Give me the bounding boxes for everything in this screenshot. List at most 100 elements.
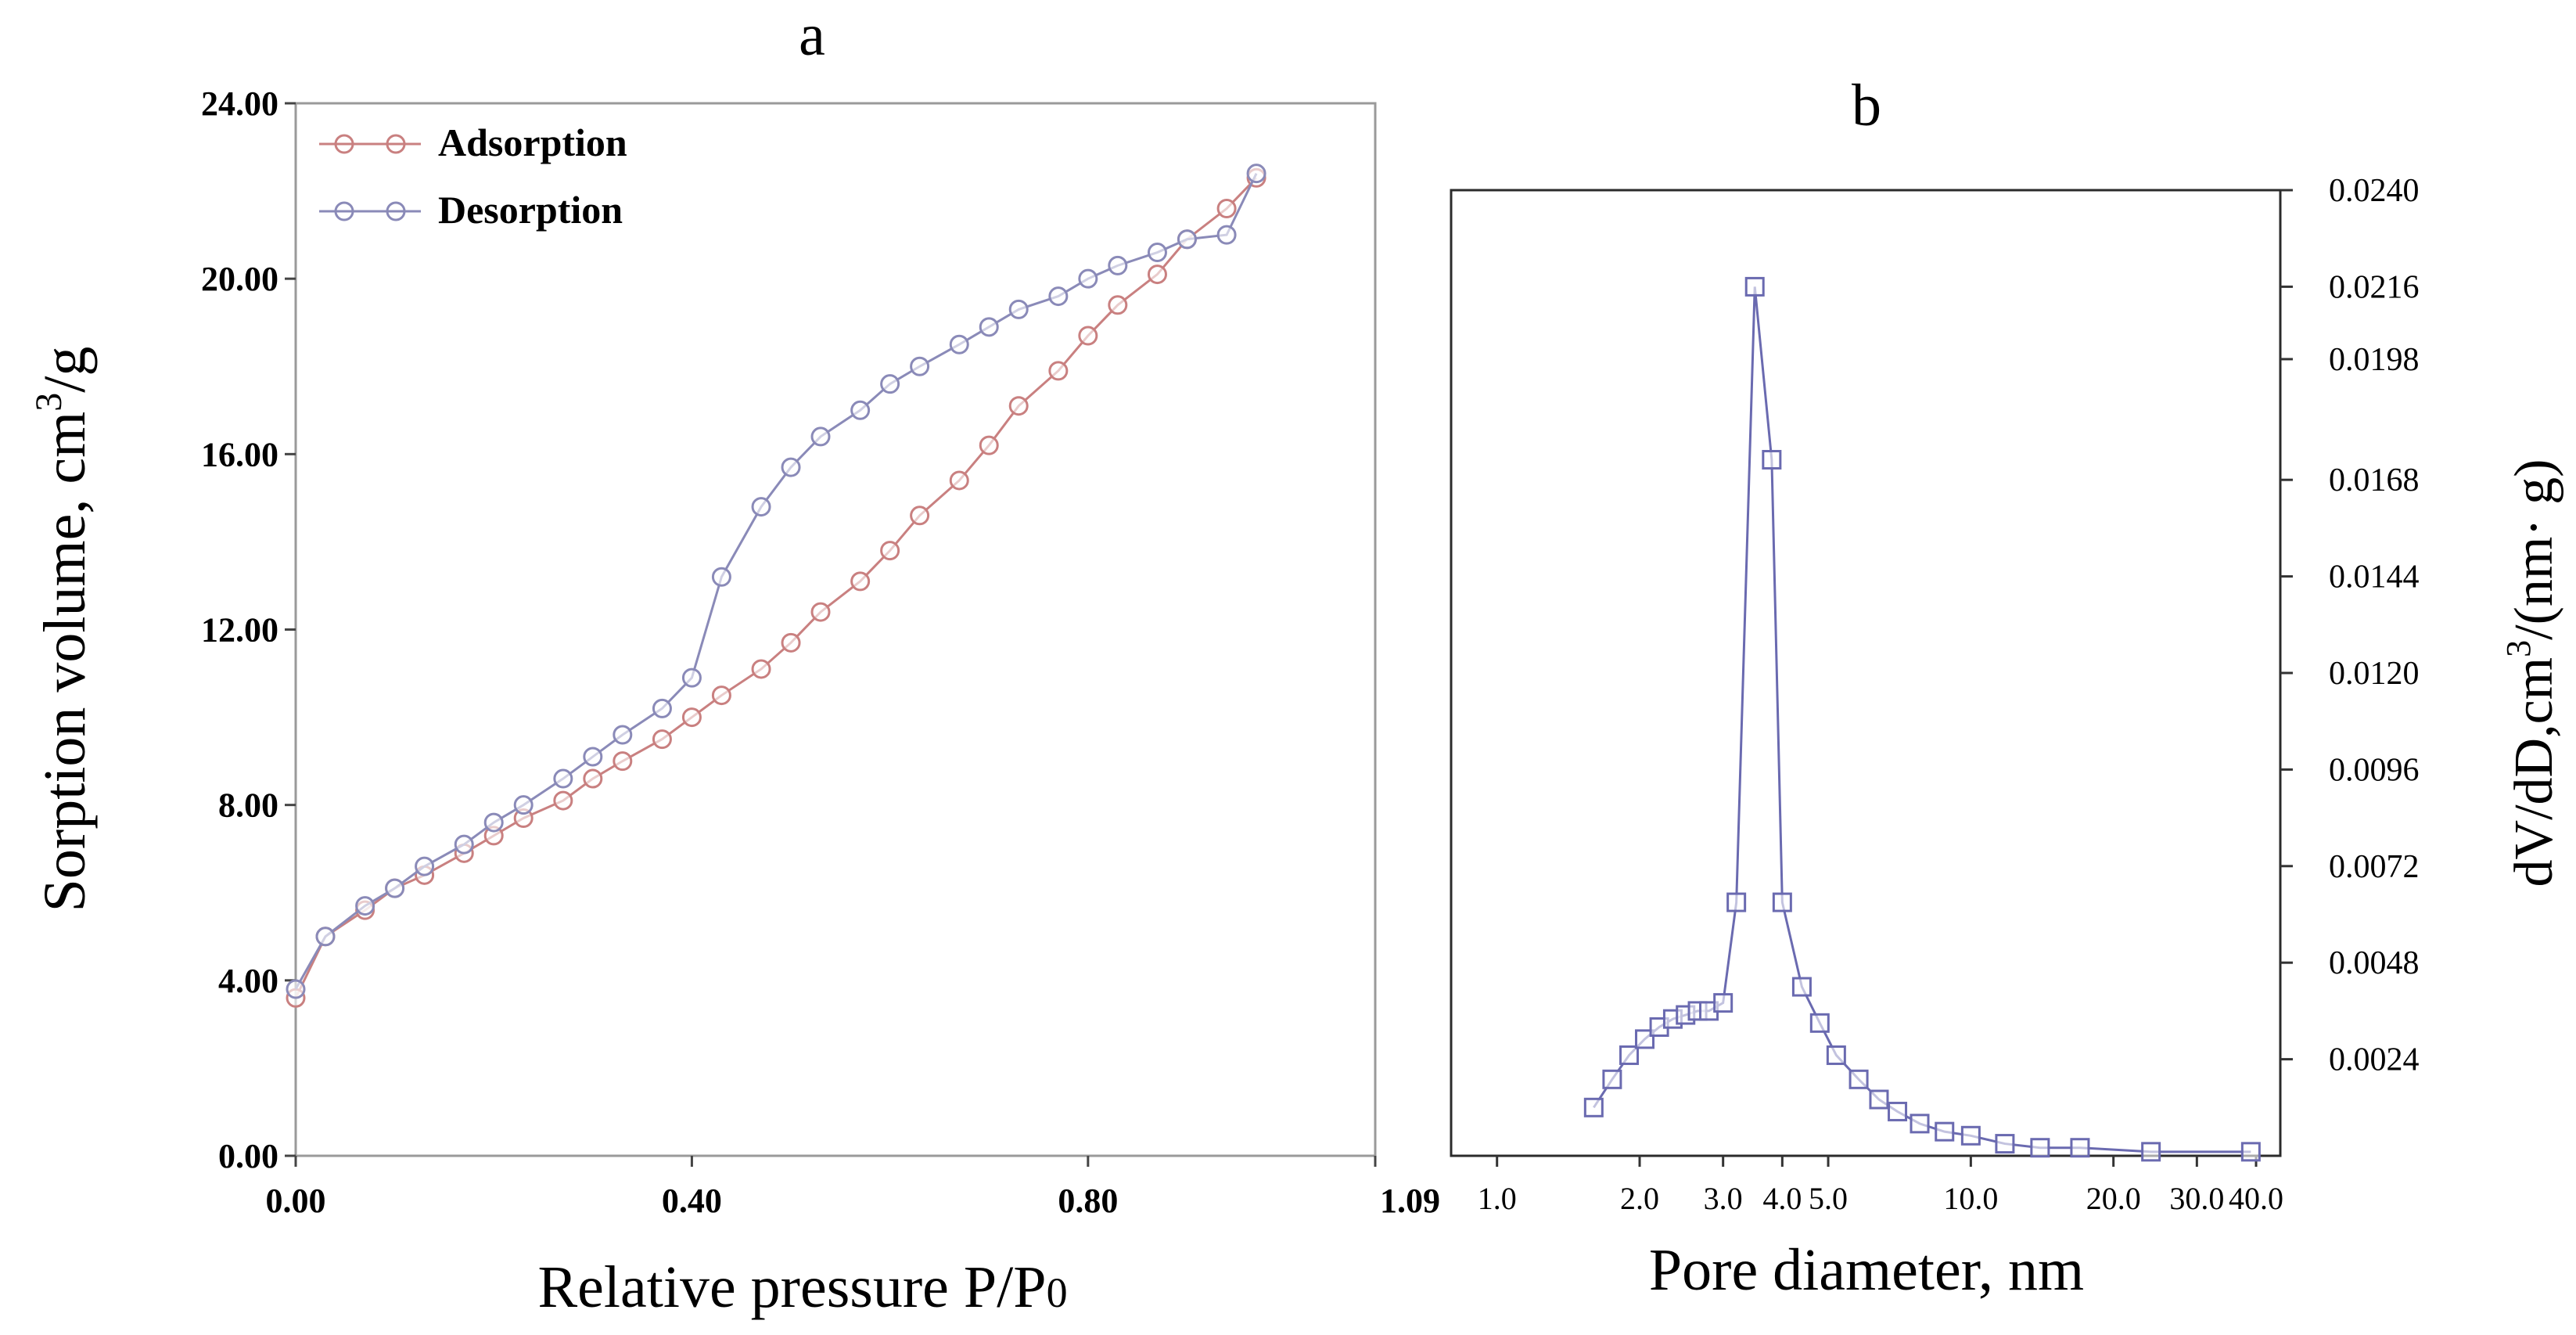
- panel-a-y-axis: 0.00 4.00 8.00 12.00 16.00 20.00 24.00: [201, 85, 296, 1175]
- panel-a-adsorption-point: [810, 602, 831, 622]
- panel-b-x-axis: 1.0 2.0 3.0 4.0 5.0 10.0 20.0 30.0 40.0: [1478, 1156, 2283, 1216]
- panel-b-distribution-point: [1888, 1101, 1908, 1121]
- panel-b-distribution-point: [1935, 1121, 1955, 1142]
- panel-a-y-axis-label-suffix: /g: [32, 347, 98, 393]
- panel-b-distribution-point: [1869, 1089, 1889, 1110]
- panel-a-adsorption-point: [1147, 264, 1167, 285]
- panel-b-distribution-point: [1791, 977, 1812, 997]
- panel-b-x-tick-label: 2.0: [1620, 1181, 1659, 1216]
- panel-b-distribution-point: [1713, 993, 1734, 1013]
- panel-b-distribution-point: [1772, 892, 1792, 912]
- panel-b-x-tick-label: 30.0: [2169, 1181, 2224, 1216]
- panel-b-x-axis-label: Pore diameter, nm: [1649, 1237, 2084, 1303]
- panel-a-desorption-point: [415, 856, 435, 876]
- panel-a-x-tick-label: 0.40: [662, 1182, 722, 1220]
- panel-a-desorption-point: [652, 698, 672, 718]
- panel-b-distribution-point: [1826, 1045, 1846, 1065]
- panel-a-desorption-point: [583, 747, 603, 767]
- panel-a-desorption-point: [880, 374, 900, 394]
- panel-a-desorption-point: [1147, 243, 1167, 263]
- panel-a-adsorption-point: [1008, 396, 1029, 416]
- legend-desorption-marker: [334, 201, 354, 221]
- panel-a-y-axis-label-main: Sorption volume, cm: [32, 412, 98, 912]
- panel-a-desorption-point: [751, 497, 771, 517]
- panel-a-desorption-point: [850, 400, 871, 420]
- panel-b-y-tick-label: 0.0144: [2329, 560, 2420, 596]
- panel-a-adsorption-point: [613, 751, 633, 772]
- panel-b-distribution-point: [1960, 1125, 1981, 1146]
- panel-a-y-tick-label: 16.00: [201, 435, 278, 473]
- panel-b: b 0.00240.00480.00720.00960.01200.01440.…: [1450, 73, 2564, 1303]
- panel-a-title: a: [799, 2, 825, 68]
- panel-a-desorption-point: [1108, 255, 1128, 275]
- panel-b-y-axis-label-suffix: /(nm· g): [2504, 459, 2564, 640]
- panel-b-y-tick-label: 0.0216: [2329, 269, 2420, 305]
- panel-a-desorption-point: [553, 768, 573, 789]
- panel-b-x-tick-label: 4.0: [1762, 1181, 1802, 1216]
- panel-b-distribution-point: [1848, 1069, 1869, 1089]
- panel-b-y-axis: 0.0024 0.0048 0.0072 0.0096 0.0120 0.0144 0.01…: [2280, 173, 2420, 1078]
- panel-b-distribution-point: [1635, 1029, 1655, 1049]
- panel-a-desorption-point: [1177, 229, 1197, 250]
- panel-a-desorption-point: [286, 979, 306, 999]
- panel-a-desorption-point: [1246, 164, 1266, 184]
- panel-b-distribution-point: [1809, 1013, 1830, 1033]
- panel-b-series: [1583, 276, 2261, 1162]
- panel-a-desorption-point: [1048, 286, 1069, 307]
- panel-b-distribution-point: [2141, 1142, 2161, 1162]
- panel-a-y-tick-label: 20.00: [201, 260, 278, 298]
- panel-a-desorption-point: [810, 426, 831, 447]
- panel-a-adsorption-point: [781, 632, 801, 653]
- panel-b-distribution-point: [1910, 1114, 1930, 1134]
- panel-b-y-axis-label: dV/dD,cm3/(nm· g): [2499, 459, 2564, 887]
- panel-a-legend: Adsorption Desorption: [319, 121, 627, 232]
- panel-b-y-tick-label: 0.0168: [2329, 462, 2420, 498]
- panel-a-adsorption-point: [553, 790, 573, 811]
- panel-a-y-tick-label: 8.00: [218, 786, 278, 825]
- panel-a-adsorption-point: [1216, 199, 1237, 218]
- panel-a-adsorption-point: [850, 571, 871, 592]
- panel-a-plot-frame: [294, 102, 1377, 1157]
- panel-a-desorption-point: [681, 668, 702, 688]
- panel-b-y-tick-label: 0.0096: [2329, 752, 2420, 788]
- panel-a-adsorption-point: [652, 729, 672, 750]
- panel-b-distribution-point: [2070, 1138, 2090, 1158]
- panel-b-distribution-point: [1583, 1097, 1604, 1117]
- panel-a-desorption-point: [454, 834, 474, 855]
- panel-a-desorption-point: [979, 317, 999, 337]
- panel-b-y-tick-label: 0.0048: [2329, 945, 2420, 981]
- panel-b-y-axis-label-superscript: 3: [2499, 640, 2538, 657]
- panel-b-title: b: [1852, 73, 1881, 139]
- panel-a-desorption-point: [781, 457, 801, 477]
- panel-b-distribution-point: [1995, 1134, 2015, 1154]
- panel-a-adsorption-point: [1048, 361, 1069, 381]
- panel-a-desorption-point: [910, 356, 930, 376]
- panel-b-distribution-point: [1744, 276, 1765, 297]
- panel-a-desorption-point: [1216, 225, 1237, 245]
- panel-a-adsorption-point: [949, 470, 969, 491]
- panel-a-desorption-point: [949, 334, 969, 354]
- panel-a-adsorption-point: [979, 435, 999, 455]
- panel-b-distribution-point: [1619, 1045, 1640, 1065]
- panel-a-adsorption-point: [751, 659, 771, 679]
- panel-a-adsorption-point: [1108, 295, 1128, 315]
- panel-a-y-tick-label: 4.00: [218, 962, 278, 1000]
- panel-a-desorption-point: [483, 812, 504, 833]
- panel-b-x-tick-label: 3.0: [1704, 1181, 1743, 1216]
- panel-b-plot-frame: [1450, 189, 2282, 1157]
- panel-a-x-axis-label-subscript: 0: [1047, 1269, 1068, 1316]
- panel-b-distribution-point: [2030, 1138, 2050, 1158]
- panel-a-x-tick-label: 1.09: [1380, 1182, 1440, 1220]
- panel-b-distribution-point: [1602, 1069, 1622, 1089]
- panel-a-desorption-point: [355, 896, 375, 916]
- panel-b-y-tick-label: 0.0198: [2329, 342, 2420, 378]
- panel-a-desorption-point: [513, 795, 534, 815]
- panel-b-y-axis-label-main: dV/dD,cm: [2504, 657, 2564, 887]
- panel-a-x-axis-label: Relative pressure P/P0: [537, 1254, 1067, 1320]
- panel-a-y-tick-label: 24.00: [201, 85, 278, 123]
- panel-a-desorption-point: [613, 725, 633, 745]
- panel-a-adsorption-point: [583, 768, 603, 789]
- panel-a-desorption-point: [711, 567, 731, 587]
